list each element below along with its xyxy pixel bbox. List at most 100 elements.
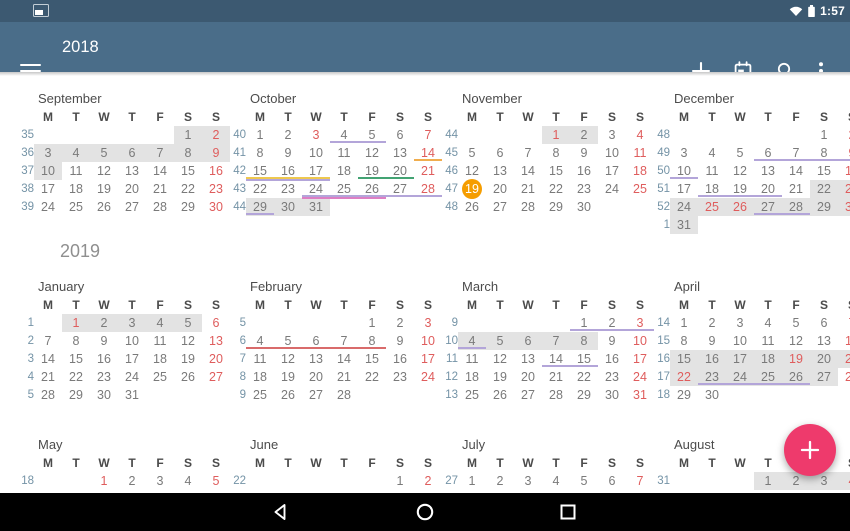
- day-cell[interactable]: 25: [330, 180, 358, 199]
- day-cell[interactable]: 5: [486, 332, 514, 350]
- day-cell[interactable]: 27: [118, 198, 146, 216]
- day-cell[interactable]: 3: [670, 144, 698, 162]
- day-cell[interactable]: 23: [386, 368, 414, 386]
- day-cell[interactable]: 25: [458, 386, 486, 404]
- day-cell[interactable]: 31: [302, 198, 330, 216]
- day-cell[interactable]: 27: [386, 180, 414, 198]
- day-cell[interactable]: 12: [782, 332, 810, 350]
- day-cell[interactable]: 6: [118, 144, 146, 162]
- day-cell[interactable]: 2: [274, 126, 302, 144]
- day-cell[interactable]: 7: [146, 144, 174, 162]
- day-cell[interactable]: 13: [302, 350, 330, 368]
- day-cell[interactable]: 24: [670, 198, 698, 216]
- day-cell[interactable]: 26: [726, 198, 754, 216]
- day-cell[interactable]: 20: [302, 368, 330, 386]
- day-cell[interactable]: 17: [670, 180, 698, 198]
- day-cell[interactable]: 4: [146, 314, 174, 332]
- day-cell[interactable]: 8: [570, 332, 598, 350]
- day-cell[interactable]: 2: [598, 314, 626, 332]
- day-cell[interactable]: 25: [698, 198, 726, 216]
- day-cell[interactable]: 24: [302, 180, 330, 199]
- day-cell[interactable]: 15: [542, 162, 570, 180]
- day-cell[interactable]: 25: [62, 198, 90, 216]
- day-cell[interactable]: 14: [514, 162, 542, 180]
- day-cell[interactable]: 28: [330, 386, 358, 404]
- day-cell[interactable]: 3: [810, 472, 838, 490]
- day-cell[interactable]: 11: [246, 350, 274, 368]
- day-cell[interactable]: 17: [414, 350, 442, 368]
- day-cell[interactable]: 14: [542, 350, 570, 368]
- day-cell[interactable]: 2: [782, 472, 810, 490]
- day-cell[interactable]: 3: [598, 126, 626, 144]
- day-cell[interactable]: 29: [542, 198, 570, 216]
- day-cell[interactable]: 2: [386, 314, 414, 332]
- day-cell[interactable]: 2: [90, 314, 118, 332]
- overflow-menu-button[interactable]: [803, 51, 839, 91]
- day-cell[interactable]: 8: [810, 144, 838, 162]
- day-cell[interactable]: 16: [386, 350, 414, 368]
- day-cell[interactable]: 15: [62, 350, 90, 368]
- day-cell[interactable]: 8: [246, 144, 274, 162]
- day-cell[interactable]: 10: [414, 332, 442, 350]
- day-cell[interactable]: 21: [514, 180, 542, 198]
- day-cell[interactable]: 29: [670, 386, 698, 404]
- day-cell[interactable]: 8: [542, 144, 570, 162]
- day-cell[interactable]: 23: [274, 180, 302, 198]
- day-cell[interactable]: 11: [146, 332, 174, 350]
- day-cell[interactable]: 26: [274, 386, 302, 404]
- day-cell[interactable]: 15: [174, 162, 202, 180]
- day-cell[interactable]: 30: [570, 198, 598, 216]
- day-cell[interactable]: 15: [810, 162, 838, 180]
- day-cell[interactable]: 17: [598, 162, 626, 180]
- day-cell[interactable]: 3: [514, 472, 542, 490]
- day-cell[interactable]: 2: [486, 472, 514, 490]
- day-cell[interactable]: 11: [754, 332, 782, 350]
- search-button[interactable]: [766, 51, 806, 91]
- day-cell[interactable]: 7: [514, 144, 542, 162]
- day-cell[interactable]: 12: [174, 332, 202, 350]
- day-cell[interactable]: 4: [542, 472, 570, 490]
- day-cell[interactable]: 13: [202, 332, 230, 350]
- day-cell[interactable]: 25: [246, 386, 274, 404]
- day-cell[interactable]: 8: [62, 332, 90, 350]
- day-cell[interactable]: 29: [174, 198, 202, 216]
- day-cell[interactable]: 27: [514, 386, 542, 404]
- day-cell[interactable]: 15: [670, 350, 698, 368]
- day-cell[interactable]: 8: [670, 332, 698, 350]
- day-cell[interactable]: 7: [838, 314, 850, 332]
- day-cell[interactable]: 23: [202, 180, 230, 198]
- day-cell[interactable]: 15: [246, 162, 274, 181]
- recents-button[interactable]: [546, 493, 590, 531]
- day-cell[interactable]: 4: [246, 332, 274, 350]
- menu-icon[interactable]: [20, 64, 42, 79]
- day-cell[interactable]: 12: [90, 162, 118, 180]
- day-cell[interactable]: 6: [386, 126, 414, 144]
- day-cell[interactable]: 13: [486, 162, 514, 180]
- day-cell[interactable]: 28: [838, 368, 850, 386]
- day-cell[interactable]: 5: [782, 314, 810, 332]
- day-cell[interactable]: 5: [726, 144, 754, 162]
- day-cell[interactable]: 13: [118, 162, 146, 180]
- day-cell[interactable]: 5: [90, 144, 118, 162]
- day-cell[interactable]: 4: [330, 126, 358, 144]
- day-cell[interactable]: 1: [174, 126, 202, 144]
- day-cell[interactable]: 4: [698, 144, 726, 162]
- day-cell[interactable]: 4: [174, 472, 202, 490]
- day-cell[interactable]: 18: [330, 162, 358, 180]
- home-button[interactable]: [403, 493, 447, 531]
- day-cell[interactable]: 30: [274, 198, 302, 216]
- day-cell[interactable]: 12: [358, 144, 386, 162]
- day-cell[interactable]: 21: [330, 368, 358, 386]
- day-cell[interactable]: 20: [754, 180, 782, 198]
- day-cell[interactable]: 18: [62, 180, 90, 198]
- day-cell[interactable]: 4: [626, 126, 654, 144]
- day-cell[interactable]: 18: [458, 368, 486, 386]
- day-cell[interactable]: 23: [598, 368, 626, 386]
- day-cell[interactable]: 11: [698, 162, 726, 180]
- day-cell[interactable]: 26: [782, 368, 810, 386]
- day-cell[interactable]: 26: [174, 368, 202, 386]
- day-cell[interactable]: 1: [754, 472, 782, 490]
- add-event-fab[interactable]: [784, 424, 836, 476]
- day-cell[interactable]: 1: [358, 314, 386, 332]
- day-cell[interactable]: 10: [302, 144, 330, 162]
